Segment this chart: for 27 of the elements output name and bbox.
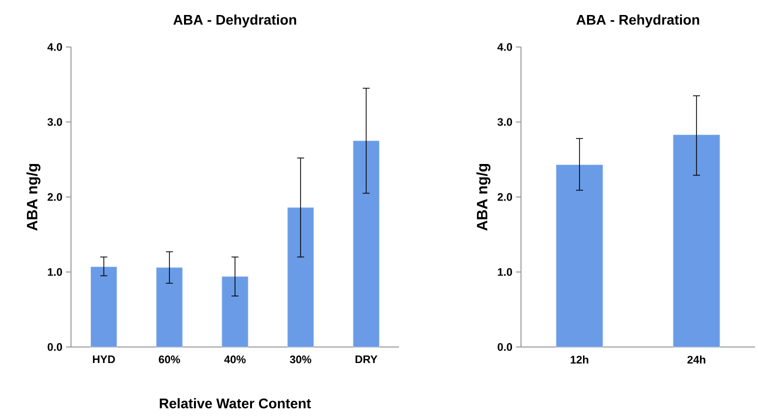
- bar: [352, 140, 380, 348]
- y-tick-label: 3.0: [498, 118, 512, 126]
- x-tick-label: 60%: [158, 356, 180, 364]
- chart-title: ABA - Rehydration: [576, 14, 700, 28]
- bar: [156, 267, 183, 348]
- x-tick-label: 24h: [687, 356, 706, 364]
- bar: [222, 276, 248, 348]
- y-tick-label: 4.0: [497, 43, 512, 51]
- y-axis-title: ABA ng/g: [26, 164, 40, 231]
- y-tick-label: 1.0: [498, 268, 512, 276]
- y-tick-label: 0.0: [498, 343, 512, 351]
- y-tick-label: 2.0: [48, 193, 62, 201]
- y-tick-label: 3.0: [47, 118, 62, 126]
- chart-title: ABA - Dehydration: [173, 14, 296, 28]
- y-tick-label: 0.0: [48, 343, 62, 351]
- y-axis-title: ABA ng/g: [476, 164, 490, 231]
- x-tick-label: 30%: [290, 356, 312, 364]
- bar: [90, 266, 118, 348]
- bar: [287, 207, 314, 348]
- x-tick-label: 40%: [224, 356, 246, 364]
- y-tick-label: 2.0: [498, 193, 512, 201]
- x-axis-title: Relative Water Content: [160, 398, 311, 408]
- x-tick-label: DRY: [356, 356, 378, 364]
- y-tick-label: 1.0: [48, 268, 62, 276]
- x-tick-label: HYD: [92, 356, 115, 364]
- y-tick-label: 4.0: [47, 43, 62, 51]
- x-tick-label: 12h: [570, 356, 588, 364]
